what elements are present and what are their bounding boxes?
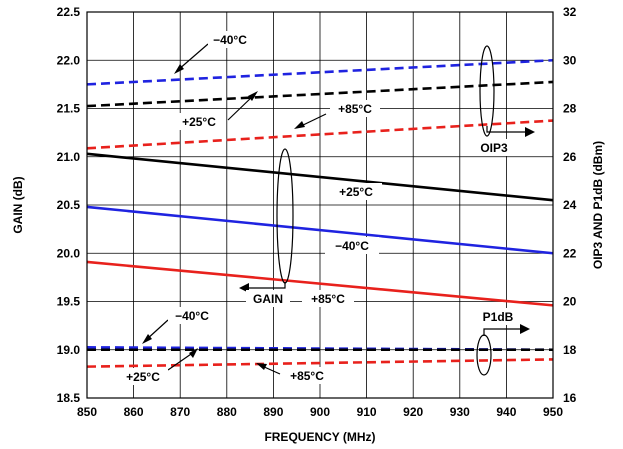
y-right-tick-label: 22 [563, 246, 577, 260]
oip3-m40-label: −40°C [213, 33, 247, 47]
oip3-group-label: OIP3 [480, 141, 508, 155]
y-right-tick-label: 18 [563, 343, 577, 357]
label-background [168, 307, 216, 324]
label-background [175, 113, 223, 130]
y-left-tick-label: 18.5 [57, 391, 81, 405]
x-tick-label: 850 [77, 405, 97, 419]
gain-p85-label: +85°C [311, 292, 345, 306]
y-left-tick-label: 20.0 [57, 246, 81, 260]
p1db-group-label: P1dB [483, 310, 514, 324]
label-background [118, 368, 168, 385]
gain-25-c-line [86, 152, 554, 202]
label-background [246, 290, 290, 307]
y-left-tick-label: 22.0 [57, 53, 81, 67]
oip3-p25-leader [227, 94, 255, 121]
plot-frame [86, 11, 554, 399]
p1db-p25-leader [167, 351, 195, 371]
y-right-tick-label: 20 [563, 295, 577, 309]
label-background [330, 183, 382, 200]
y-left-tick-label: 22.5 [57, 5, 81, 19]
callouts [142, 43, 535, 376]
oip3-m40-leader [177, 43, 209, 71]
y-left-tick-label: 21.0 [57, 150, 81, 164]
gain-40-c-line [86, 205, 554, 255]
y-right-tick-label: 30 [563, 53, 577, 67]
label-background [302, 290, 354, 307]
p1db-p25-label: +25°C [126, 370, 160, 384]
y-right-tick-label: 32 [563, 5, 577, 19]
oip3-40-c-line [86, 58, 554, 86]
label-background [474, 139, 514, 156]
gain-m40-label: −40°C [335, 239, 369, 253]
grid [87, 12, 553, 398]
label-background [325, 237, 379, 254]
oip3-p85-label: +85°C [338, 102, 372, 116]
oip3-p25-label: +25°C [182, 115, 216, 129]
x-tick-label: 860 [124, 405, 144, 419]
y-axis-left-title: GAIN (dB) [11, 176, 25, 233]
x-tick-label: 870 [170, 405, 190, 419]
oip3-m40-leader-head [174, 64, 184, 74]
oip3-arrow-line [486, 126, 527, 133]
y-left-tick-label: 20.5 [57, 198, 81, 212]
p1db-arrow-line [483, 328, 522, 336]
label-background [476, 308, 520, 325]
p1db-bracket [476, 334, 492, 376]
label-background [330, 100, 380, 117]
gain-85-c-line [86, 260, 554, 307]
p1db-p85-label: +85°C [290, 369, 324, 383]
p1db-p25-leader-head [189, 348, 198, 358]
x-tick-label: 890 [263, 405, 283, 419]
p1db-m40-leader-head [142, 334, 152, 344]
y-left-tick-label: 19.5 [57, 295, 81, 309]
oip3-p85-leader-head [294, 121, 305, 129]
y-right-tick-label: 28 [563, 102, 577, 116]
x-tick-label: 930 [450, 405, 470, 419]
p1db-m40-label: −40°C [175, 309, 209, 323]
x-tick-label: 900 [310, 405, 330, 419]
gain-p25-label: +25°C [339, 185, 373, 199]
p1db-40-c-line [86, 346, 554, 352]
oip3-bracket [479, 45, 495, 137]
tick-labels: 850 860 870 880 890 900 910 920 930 940 950 18.5 19.… [57, 5, 577, 419]
x-tick-label: 950 [543, 405, 563, 419]
y-right-tick-label: 24 [563, 198, 577, 212]
x-tick-label: 910 [357, 405, 377, 419]
x-tick-label: 940 [496, 405, 516, 419]
y-axis-right-title: OIP3 AND P1dB (dBm) [591, 141, 605, 269]
p1db-p85-leader-head [256, 363, 267, 370]
oip3-arrow-head [525, 127, 535, 137]
label-background [208, 31, 254, 48]
p1db-arrow-head [520, 324, 530, 334]
y-left-tick-label: 21.5 [57, 102, 81, 116]
annotation-labels: −40°C +25°C +85°C OIP3 +25°C −40°C +85°C… [118, 31, 520, 385]
y-right-tick-label: 26 [563, 150, 577, 164]
label-background [282, 367, 332, 384]
series-layer [86, 58, 554, 368]
y-left-tick-label: 19.0 [57, 343, 81, 357]
gain-bracket [276, 148, 294, 284]
p1db-85-c-line [86, 358, 554, 368]
x-tick-label: 920 [403, 405, 423, 419]
x-axis-title: FREQUENCY (MHz) [264, 430, 375, 444]
gain-group-label: GAIN [253, 292, 283, 306]
y-right-tick-label: 16 [563, 391, 577, 405]
oip3-85-c-line [86, 119, 554, 150]
gain-arrow-line [247, 282, 286, 289]
oip3-p25-leader-head [248, 91, 258, 101]
x-tick-label: 880 [217, 405, 237, 419]
oip3-25-c-line [86, 80, 554, 108]
